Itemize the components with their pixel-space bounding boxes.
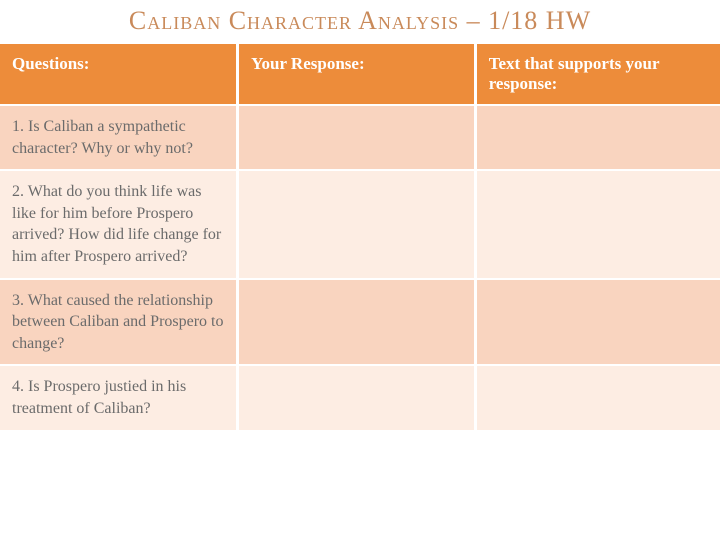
cell-response: [238, 365, 476, 429]
table-row: 4. Is Prospero justied in his treatment …: [0, 365, 720, 429]
cell-support: [475, 365, 720, 429]
col-header-questions: Questions:: [0, 44, 238, 105]
table-row: 3. What caused the relationship between …: [0, 279, 720, 366]
table-row: 1. Is Caliban a sympathetic character? W…: [0, 105, 720, 170]
col-header-support: Text that supports your response:: [475, 44, 720, 105]
cell-response: [238, 105, 476, 170]
table-header-row: Questions: Your Response: Text that supp…: [0, 44, 720, 105]
cell-question: 2. What do you think life was like for h…: [0, 170, 238, 278]
cell-response: [238, 279, 476, 366]
cell-question: 1. Is Caliban a sympathetic character? W…: [0, 105, 238, 170]
analysis-table: Questions: Your Response: Text that supp…: [0, 44, 720, 430]
cell-question: 4. Is Prospero justied in his treatment …: [0, 365, 238, 429]
cell-support: [475, 279, 720, 366]
cell-question: 3. What caused the relationship between …: [0, 279, 238, 366]
table-row: 2. What do you think life was like for h…: [0, 170, 720, 278]
cell-response: [238, 170, 476, 278]
page-title: Caliban Character Analysis – 1/18 HW: [0, 0, 720, 44]
cell-support: [475, 105, 720, 170]
col-header-response: Your Response:: [238, 44, 476, 105]
cell-support: [475, 170, 720, 278]
